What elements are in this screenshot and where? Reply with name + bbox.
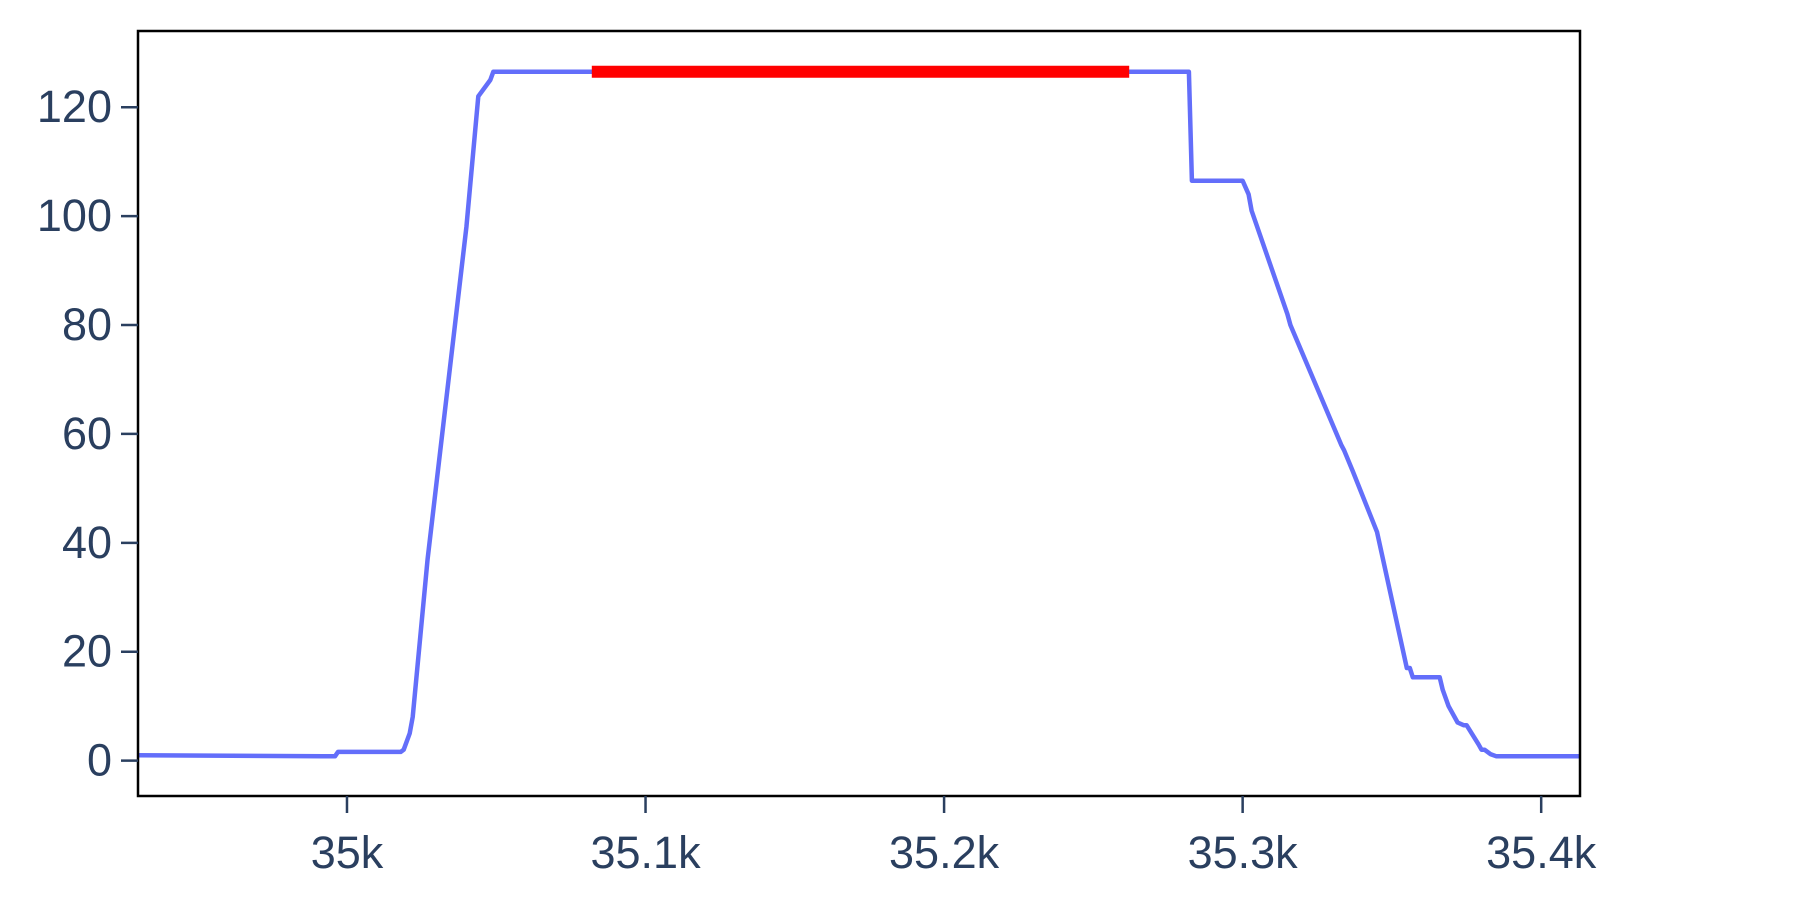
y-tick-label: 120 [37,81,112,132]
x-tick-label: 35.4k [1486,827,1597,878]
series-line [137,69,1580,759]
x-axis: 35k 35.1k 35.2k 35.3k 35.4k [311,796,1597,878]
x-tick-label: 35.3k [1188,827,1299,878]
x-tick-label: 35.1k [590,827,701,878]
y-tick-label: 20 [62,626,112,677]
y-tick-label: 80 [62,299,112,350]
x-tick-label: 35.2k [889,827,1000,878]
x-tick-label: 35k [311,827,384,878]
y-tick-label: 40 [62,517,112,568]
y-tick-label: 0 [87,735,112,786]
series-layer [137,65,1580,759]
plot-frame [136,29,1582,798]
y-tick-label: 100 [37,190,112,241]
y-tick-label: 60 [62,408,112,459]
y-axis: 0 20 40 60 80 100 120 [37,81,138,786]
